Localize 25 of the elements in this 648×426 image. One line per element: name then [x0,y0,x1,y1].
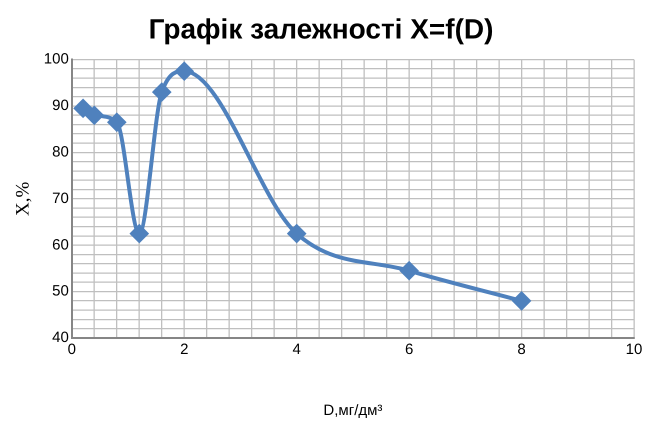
point [152,83,171,102]
point [108,113,126,132]
point [400,262,418,280]
point [175,62,194,80]
point [288,224,306,243]
x-tick-label: 10 [626,341,642,358]
x-tick-label: 0 [68,341,76,358]
y-tick-label: 80 [52,144,69,161]
x-tick-label: 4 [292,341,301,358]
point [130,224,148,243]
y-tick-label: 60 [52,236,69,254]
x-axis-title: D,мг/дм³ [323,402,382,420]
point [74,99,92,118]
y-tick-label: 40 [52,329,69,346]
y-tick-label: 90 [52,97,69,114]
point [512,292,531,310]
x-tick-label: 2 [180,341,188,358]
y-tick-label: 50 [52,282,69,300]
y-tick-label: 100 [44,50,69,68]
x-tick-label: 6 [404,341,414,358]
chart-title: Графік залежності X=f(D) [148,14,494,45]
y-axis-title: X,% [12,181,34,216]
y-tick-label: 70 [52,190,69,207]
x-tick-label: 8 [517,341,526,358]
point [85,106,104,124]
